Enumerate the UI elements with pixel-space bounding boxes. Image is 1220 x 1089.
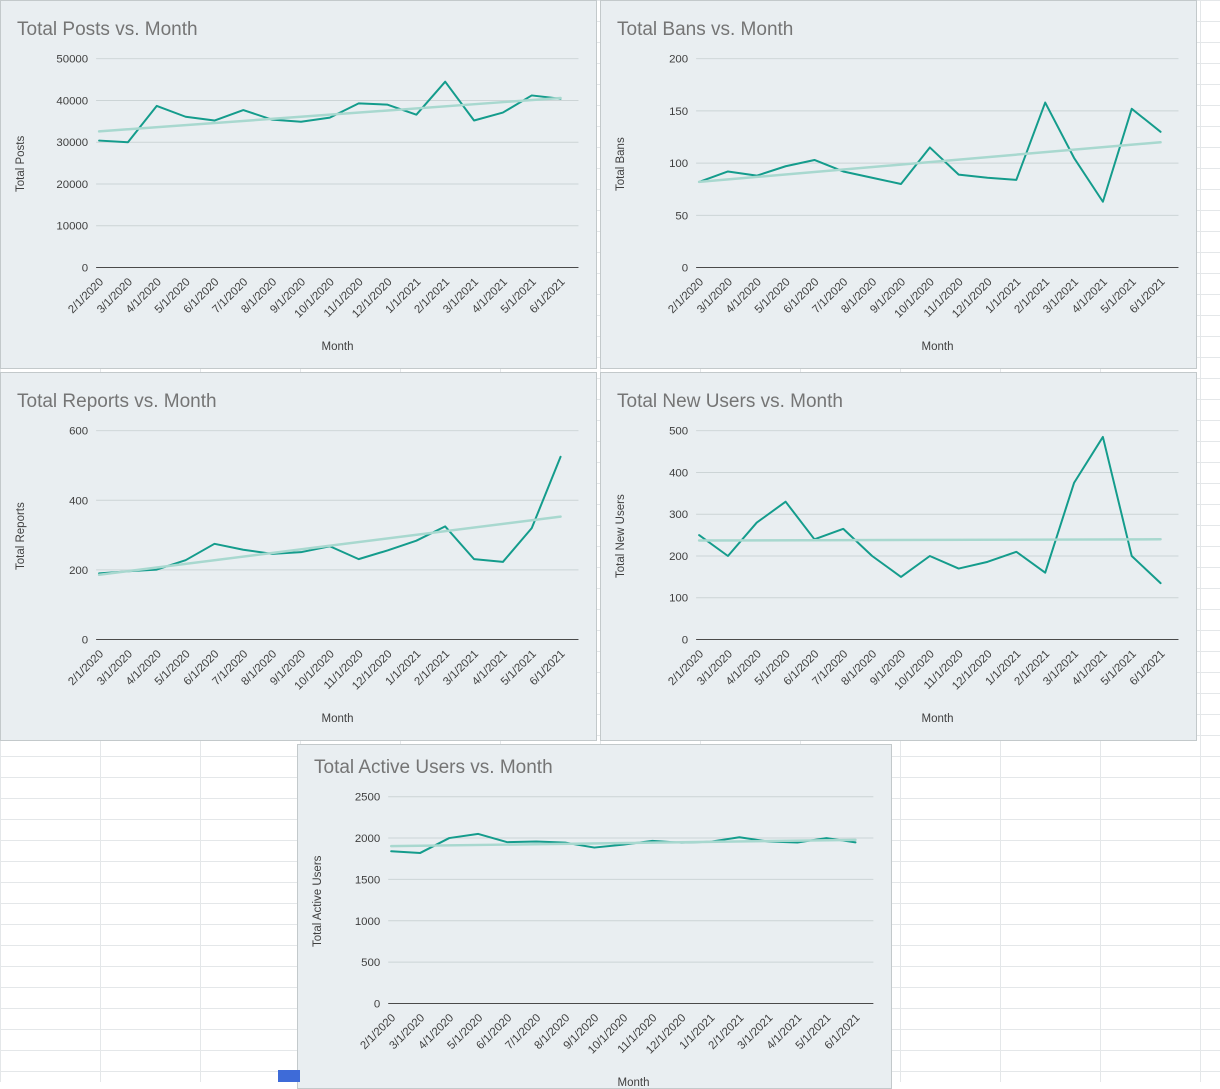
- chart-total-bans[interactable]: 0 50 100 150 200 2/1/2020 3/1/2020 4/1/2020 5/1/…: [600, 0, 1197, 369]
- chart-plot: 02004006002/1/20203/1/20204/1/20205/1/20…: [66, 426, 579, 693]
- chart-total-reports[interactable]: 0 200 400 600 2/1/2020 3/1/2020 4/1/2020 5/1/20…: [0, 372, 597, 741]
- y-axis-title: Total Bans: [615, 137, 627, 191]
- trend-line: [389, 838, 857, 848]
- y-tick-label: 1000: [355, 916, 380, 928]
- y-tick-label: 10000: [56, 221, 88, 233]
- y-tick-label: 2500: [355, 792, 380, 804]
- y-axis-title: Total Posts: [15, 135, 27, 193]
- trend-line: [697, 538, 1162, 542]
- chart-title: Total New Users vs. Month: [617, 391, 843, 412]
- y-tick-label: 200: [669, 551, 688, 563]
- x-axis-title: Month: [921, 341, 954, 353]
- chart-plot: 050010001500200025002/1/20203/1/20204/1/…: [355, 792, 874, 1056]
- trend-line: [697, 140, 1162, 184]
- y-tick-label: 0: [374, 998, 380, 1010]
- data-line: [698, 435, 1162, 585]
- y-tick-label: 600: [69, 426, 88, 438]
- chart-plot: 01002003004005002/1/20203/1/20204/1/2020…: [666, 426, 1179, 693]
- y-tick-label: 50: [675, 210, 688, 222]
- y-axis-title: Total Active Users: [312, 855, 324, 947]
- x-axis-title: Month: [921, 713, 954, 725]
- y-tick-label: 500: [669, 426, 688, 438]
- y-tick-label: 2000: [355, 833, 380, 845]
- y-tick-label: 400: [69, 495, 88, 507]
- chart-total-active-users[interactable]: 0 500 1000 1500 2000 2500 2/1/2020 3/1/2020 4/1/…: [297, 744, 892, 1089]
- chart-total-new-users[interactable]: 0 100 200 300 400 500 2/1/2020 3/1/2020 4/1/2020…: [600, 372, 1197, 741]
- chart-title: Total Active Users vs. Month: [314, 757, 553, 778]
- x-axis-title: Month: [321, 713, 354, 725]
- trend-line: [97, 96, 562, 133]
- y-tick-label: 200: [69, 565, 88, 577]
- data-line: [98, 80, 562, 144]
- y-tick-label: 400: [669, 467, 688, 479]
- horizontal-scrollbar-thumb[interactable]: [278, 1070, 300, 1082]
- y-tick-label: 0: [682, 263, 688, 275]
- data-line: [98, 455, 562, 575]
- y-tick-label: 0: [82, 263, 88, 275]
- y-tick-label: 150: [669, 106, 688, 118]
- chart-plot: 010000200003000040000500002/1/20203/1/20…: [56, 54, 579, 321]
- trend-line: [97, 515, 562, 577]
- x-axis-title: Month: [321, 341, 354, 353]
- y-tick-label: 0: [82, 635, 88, 647]
- y-tick-label: 0: [682, 635, 688, 647]
- x-axis-title: Month: [617, 1077, 650, 1089]
- chart-title: Total Reports vs. Month: [17, 391, 217, 412]
- chart-total-posts[interactable]: 0 10000 20000 30000 40000 50000 2/1/2020 3/1/20…: [0, 0, 597, 369]
- y-tick-label: 1500: [355, 874, 380, 886]
- y-tick-label: 20000: [56, 179, 88, 191]
- y-tick-label: 40000: [56, 95, 88, 107]
- y-axis-title: Total Reports: [15, 502, 27, 570]
- chart-title: Total Bans vs. Month: [617, 19, 794, 40]
- y-tick-label: 50000: [56, 54, 88, 66]
- y-tick-label: 200: [669, 54, 688, 66]
- y-tick-label: 100: [669, 158, 688, 170]
- y-axis-title: Total New Users: [615, 494, 627, 578]
- y-tick-label: 100: [669, 593, 688, 605]
- chart-title: Total Posts vs. Month: [17, 19, 198, 40]
- y-tick-label: 30000: [56, 137, 88, 149]
- y-tick-label: 300: [669, 509, 688, 521]
- chart-plot: 0501001502002/1/20203/1/20204/1/20205/1/…: [666, 54, 1179, 321]
- data-line: [698, 101, 1162, 203]
- y-tick-label: 500: [361, 957, 380, 969]
